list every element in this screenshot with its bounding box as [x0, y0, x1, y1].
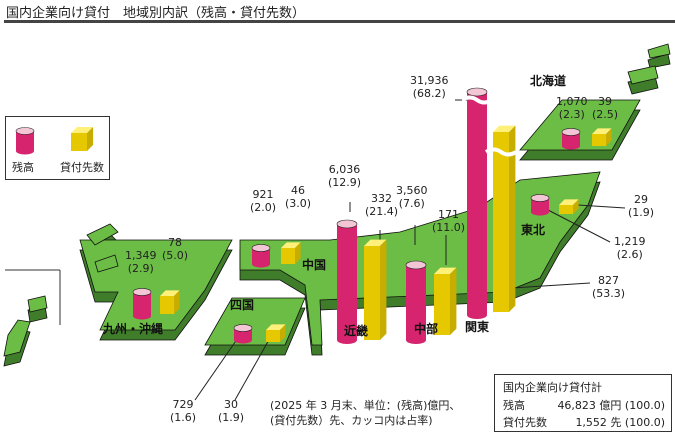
region-kyushu: 九州・沖縄	[103, 322, 164, 336]
tohoku-balance: 1,219 (2.6)	[614, 235, 646, 261]
region-hokkaido: 北海道	[530, 74, 567, 88]
kyushu-balance: 1,349 (2.9)	[125, 249, 157, 275]
shikoku-count-bar	[266, 324, 286, 342]
hokkaido-balance-bar	[561, 128, 581, 150]
chugoku-count-bar	[281, 242, 301, 264]
chugoku-balance-bar	[251, 244, 271, 268]
region-chugoku: 中国	[302, 258, 327, 272]
footnote: (2025 年 3 月末、単位：(残高)億円、 (貸付先数）先、カッコ内は占率)	[270, 399, 461, 427]
chubu-count-bar	[434, 267, 457, 335]
hokkaido-count-bar	[592, 128, 612, 146]
hokkaido-balance: 1,070 (2.3)	[556, 95, 588, 121]
kyushu-count-bar	[160, 290, 180, 314]
chubu-count: 171 (11.0)	[432, 208, 466, 234]
tohoku-count-bar	[559, 199, 579, 214]
total-balance-value: 46,823 億円 (100.0)	[557, 399, 665, 412]
kanto-balance-bar	[466, 87, 488, 319]
kanto-count-bar	[493, 125, 516, 312]
kanto-count: 827 (53.3)	[592, 274, 626, 300]
legend-balance-label: 残高	[12, 161, 34, 174]
region-tohoku: 東北	[521, 223, 546, 237]
chugoku-balance: 921 (2.0)	[250, 188, 277, 214]
hokkaido-count: 39 (2.5)	[592, 95, 619, 121]
region-shikoku: 四国	[230, 298, 255, 312]
shikoku-count: 30 (1.9)	[218, 398, 245, 424]
axis-break-mark	[460, 95, 518, 157]
kyushu-count: 78 (5.0)	[162, 236, 189, 262]
region-kinki: 近畿	[344, 324, 369, 338]
kinki-count: 332 (21.4)	[365, 192, 399, 218]
page-title: 国内企業向け貸付 地域別内訳（残高・貸付先数）	[6, 6, 306, 21]
total-box: 国内企業向け貸付計 残高 46,823 億円 (100.0) 貸付先数 1,552 …	[494, 374, 672, 432]
chugoku-count: 46 (3.0)	[285, 184, 312, 210]
cube-icon	[71, 127, 93, 151]
chubu-balance: 3,560 (7.6)	[396, 184, 428, 210]
region-chubu: 中部	[414, 322, 439, 336]
kanto-balance: 31,936 (68.2)	[410, 74, 449, 100]
chubu-balance-bar	[405, 260, 427, 344]
tohoku-balance-bar	[530, 194, 550, 216]
total-title: 国内企業向け貸付計	[503, 381, 602, 394]
shikoku-balance: 729 (1.6)	[170, 398, 197, 424]
cylinder-icon	[15, 127, 35, 155]
kinki-count-bar	[364, 239, 387, 340]
title-divider	[4, 20, 675, 23]
total-count-value: 1,552 先 (100.0)	[575, 416, 665, 429]
legend: 残高 貸付先数	[5, 116, 110, 180]
kinki-balance-bar	[336, 219, 358, 344]
total-balance-label: 残高	[503, 399, 525, 412]
shikoku-balance-bar	[233, 324, 253, 344]
region-kanto: 関東	[465, 320, 490, 334]
kyushu-balance-bar	[132, 288, 152, 320]
total-count-label: 貸付先数	[503, 416, 547, 429]
legend-count-label: 貸付先数	[60, 161, 104, 174]
tohoku-count: 29 (1.9)	[628, 193, 655, 219]
kinki-balance: 6,036 (12.9)	[328, 163, 362, 189]
